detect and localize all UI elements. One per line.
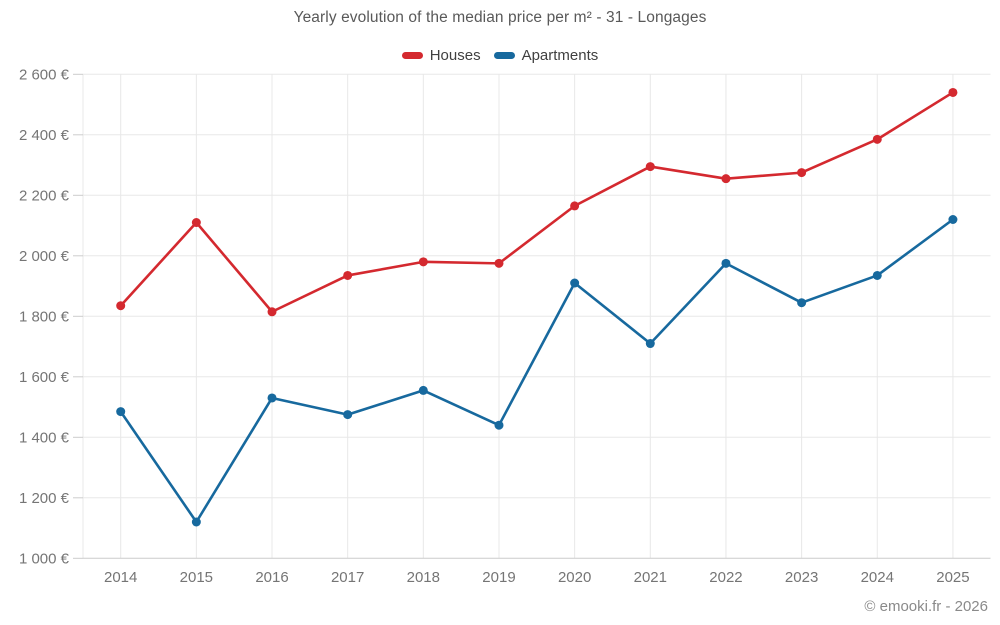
series-line-apartments	[119, 218, 955, 524]
y-axis-label-2600: 2 600 €	[19, 66, 70, 83]
data-point-apartments-2016[interactable]	[267, 393, 277, 403]
x-axis-label-2019: 2019	[482, 569, 515, 586]
chart-legend: Houses Apartments	[0, 47, 1000, 64]
data-point-apartments-2023[interactable]	[797, 298, 807, 308]
data-point-apartments-2022[interactable]	[721, 258, 731, 268]
watermark-credit: © emooki.fr - 2026	[864, 598, 988, 615]
y-axis-label-2000: 2 000 €	[19, 248, 70, 265]
x-axis-label-2025: 2025	[936, 569, 969, 586]
x-axis-label-2016: 2016	[255, 569, 288, 586]
y-axis-label-2200: 2 200 €	[19, 187, 70, 204]
data-point-apartments-2020[interactable]	[570, 278, 580, 288]
x-axis-label-2014: 2014	[104, 569, 137, 586]
y-axis-label-1200: 1 200 €	[19, 490, 70, 507]
data-point-houses-2025[interactable]	[948, 87, 958, 97]
y-axis-label-1000: 1 000 €	[19, 550, 70, 567]
y-axis-label-1600: 1 600 €	[19, 369, 70, 386]
x-axis-label-2023: 2023	[785, 569, 818, 586]
series-line-houses	[119, 91, 955, 314]
x-axis-label-2022: 2022	[709, 569, 742, 586]
legend-swatch-apartments-icon	[493, 52, 515, 59]
legend-label-apartments: Apartments	[521, 47, 599, 64]
data-point-houses-2020[interactable]	[570, 201, 580, 211]
data-point-apartments-2021[interactable]	[645, 339, 655, 349]
data-point-houses-2014[interactable]	[116, 301, 126, 311]
legend-item-apartments[interactable]: Apartments	[493, 47, 599, 64]
x-axis-label-2017: 2017	[331, 569, 364, 586]
data-point-apartments-2019[interactable]	[494, 420, 504, 430]
data-point-apartments-2015[interactable]	[191, 517, 201, 527]
data-point-houses-2016[interactable]	[267, 307, 277, 317]
data-point-houses-2024[interactable]	[872, 134, 882, 144]
data-point-houses-2017[interactable]	[343, 270, 353, 280]
legend-item-houses[interactable]: Houses	[401, 47, 481, 64]
data-point-apartments-2017[interactable]	[343, 410, 353, 420]
legend-swatch-houses-icon	[401, 52, 423, 59]
x-axis-label-2024: 2024	[861, 569, 894, 586]
data-point-houses-2019[interactable]	[494, 258, 504, 268]
data-point-houses-2015[interactable]	[191, 218, 201, 228]
y-axis-label-2400: 2 400 €	[19, 127, 70, 144]
data-point-apartments-2024[interactable]	[872, 270, 882, 280]
x-axis-label-2020: 2020	[558, 569, 591, 586]
y-axis-label-1400: 1 400 €	[19, 429, 70, 446]
chart-title: Yearly evolution of the median price per…	[293, 9, 707, 26]
x-axis-label-2015: 2015	[180, 569, 213, 586]
data-point-houses-2021[interactable]	[645, 162, 655, 172]
data-point-apartments-2018[interactable]	[418, 385, 428, 395]
data-point-houses-2018[interactable]	[418, 257, 428, 267]
x-axis-label-2021: 2021	[634, 569, 667, 586]
data-point-houses-2022[interactable]	[721, 174, 731, 184]
y-axis-label-1800: 1 800 €	[19, 308, 70, 325]
x-axis-label-2018: 2018	[407, 569, 440, 586]
data-point-houses-2023[interactable]	[797, 168, 807, 178]
legend-label-houses: Houses	[429, 47, 481, 64]
data-point-apartments-2025[interactable]	[948, 215, 958, 224]
data-point-apartments-2014[interactable]	[116, 407, 126, 417]
